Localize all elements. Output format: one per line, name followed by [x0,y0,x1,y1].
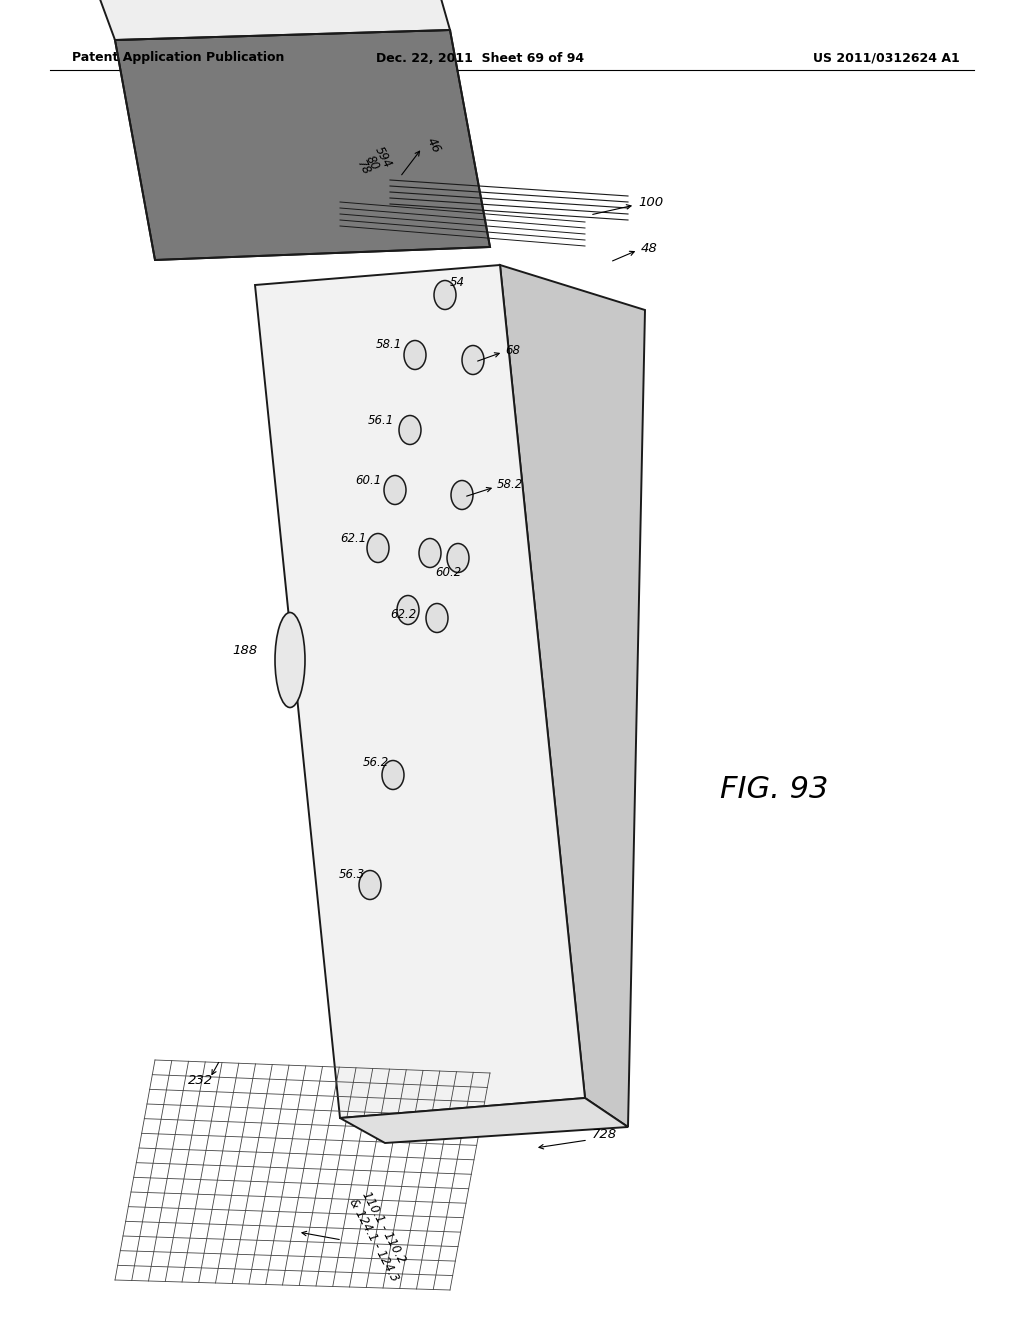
Text: 594: 594 [372,144,394,170]
Text: 56.1: 56.1 [368,413,394,426]
Ellipse shape [447,544,469,573]
Polygon shape [340,1098,628,1143]
Text: 56.2: 56.2 [362,756,389,770]
Polygon shape [500,265,645,1127]
Polygon shape [255,265,585,1118]
Text: US 2011/0312624 A1: US 2011/0312624 A1 [813,51,961,65]
Text: 68: 68 [505,343,520,356]
Ellipse shape [367,533,389,562]
Text: 58.2: 58.2 [497,479,523,491]
Text: 232: 232 [188,1073,213,1086]
Text: 54: 54 [450,276,465,289]
Ellipse shape [426,603,449,632]
Ellipse shape [404,341,426,370]
Ellipse shape [382,760,404,789]
Text: 62.1: 62.1 [340,532,367,544]
Text: 110.1 - 110.2
& 124.1 - 124.3: 110.1 - 110.2 & 124.1 - 124.3 [346,1189,414,1284]
Text: 188: 188 [232,644,257,656]
Ellipse shape [451,480,473,510]
Text: 728: 728 [592,1129,617,1142]
Text: 60.2: 60.2 [435,565,461,578]
Text: 100: 100 [638,197,664,210]
Ellipse shape [384,475,406,504]
Text: Dec. 22, 2011  Sheet 69 of 94: Dec. 22, 2011 Sheet 69 of 94 [376,51,584,65]
Ellipse shape [434,281,456,309]
Text: FIG. 93: FIG. 93 [720,776,828,804]
Ellipse shape [419,539,441,568]
Ellipse shape [397,595,419,624]
Ellipse shape [359,870,381,899]
Ellipse shape [462,346,484,375]
Ellipse shape [275,612,305,708]
Text: 62.2: 62.2 [390,609,416,622]
Ellipse shape [399,416,421,445]
Text: 60.1: 60.1 [355,474,381,487]
Text: 46: 46 [424,135,443,156]
Text: 58.1: 58.1 [376,338,402,351]
Text: 56.3: 56.3 [339,869,366,882]
Text: 48: 48 [641,242,657,255]
Text: 80: 80 [362,153,382,173]
Text: Patent Application Publication: Patent Application Publication [72,51,285,65]
Text: 78: 78 [354,158,373,178]
Polygon shape [115,30,490,260]
Polygon shape [90,0,450,40]
